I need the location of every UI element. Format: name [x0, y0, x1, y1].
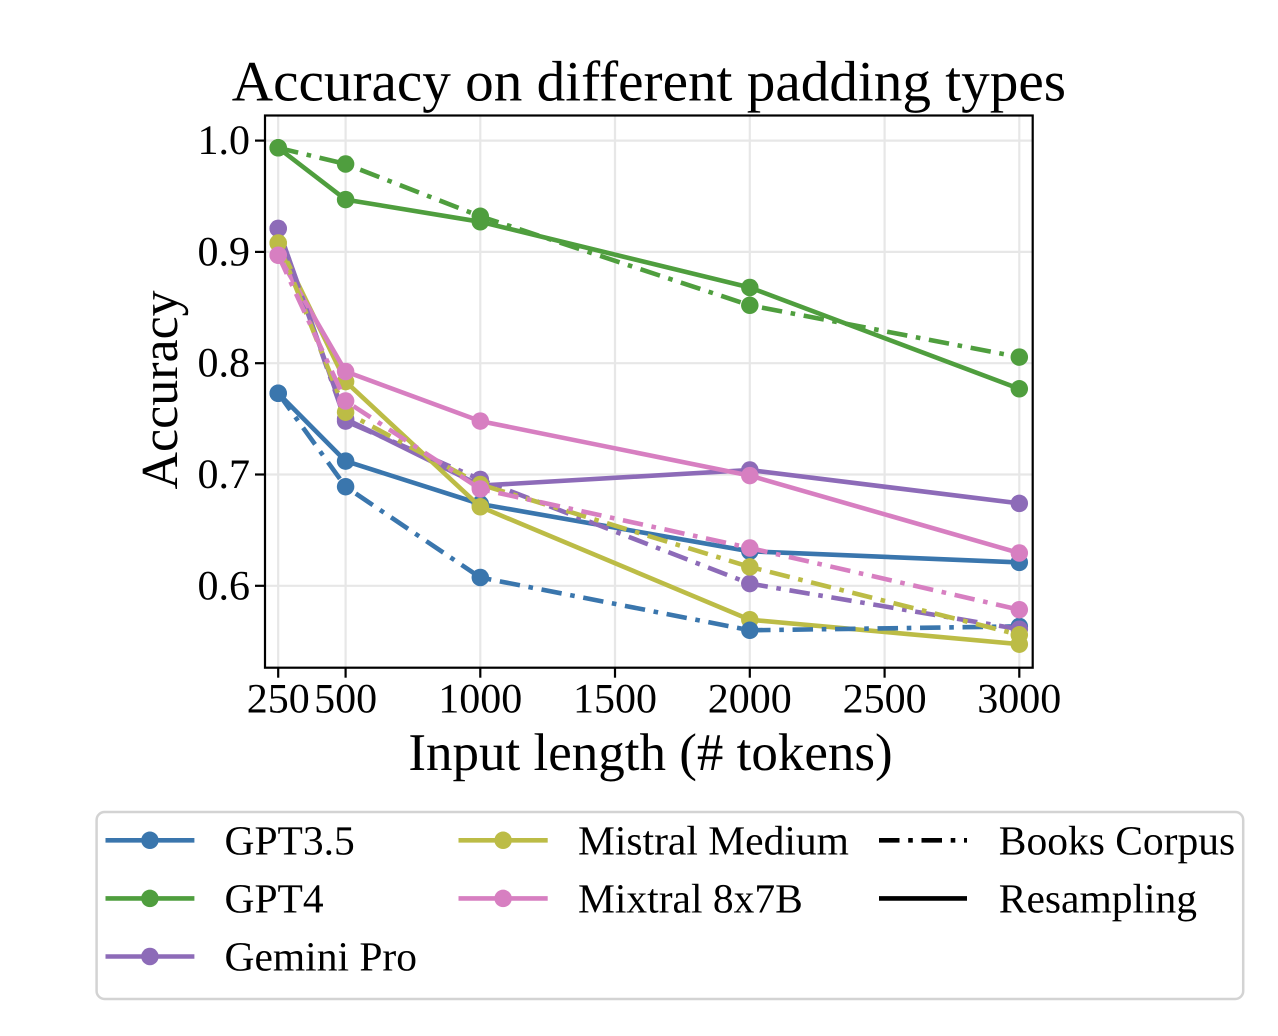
- svg-text:Mistral Medium: Mistral Medium: [578, 817, 849, 863]
- svg-text:GPT4: GPT4: [225, 875, 324, 921]
- svg-text:Resampling: Resampling: [999, 875, 1197, 921]
- svg-text:500: 500: [314, 677, 377, 723]
- svg-text:1500: 1500: [573, 677, 657, 723]
- svg-text:0.8: 0.8: [198, 341, 251, 387]
- svg-text:Accuracy: Accuracy: [132, 290, 189, 489]
- svg-text:3000: 3000: [977, 677, 1061, 723]
- svg-text:2000: 2000: [708, 677, 792, 723]
- svg-text:GPT3.5: GPT3.5: [225, 817, 355, 863]
- svg-text:1000: 1000: [438, 677, 522, 723]
- svg-text:Gemini Pro: Gemini Pro: [225, 934, 418, 980]
- svg-text:Input length (# tokens): Input length (# tokens): [408, 724, 892, 782]
- svg-text:0.6: 0.6: [198, 563, 251, 609]
- svg-text:Books Corpus: Books Corpus: [999, 817, 1235, 863]
- svg-text:Accuracy on different padding: Accuracy on different padding types: [232, 50, 1066, 113]
- svg-text:250: 250: [247, 677, 310, 723]
- svg-text:Mixtral 8x7B: Mixtral 8x7B: [578, 875, 803, 921]
- svg-text:0.9: 0.9: [198, 229, 251, 275]
- svg-text:1.0: 1.0: [198, 118, 251, 164]
- svg-text:2500: 2500: [843, 677, 927, 723]
- svg-text:0.7: 0.7: [198, 452, 251, 498]
